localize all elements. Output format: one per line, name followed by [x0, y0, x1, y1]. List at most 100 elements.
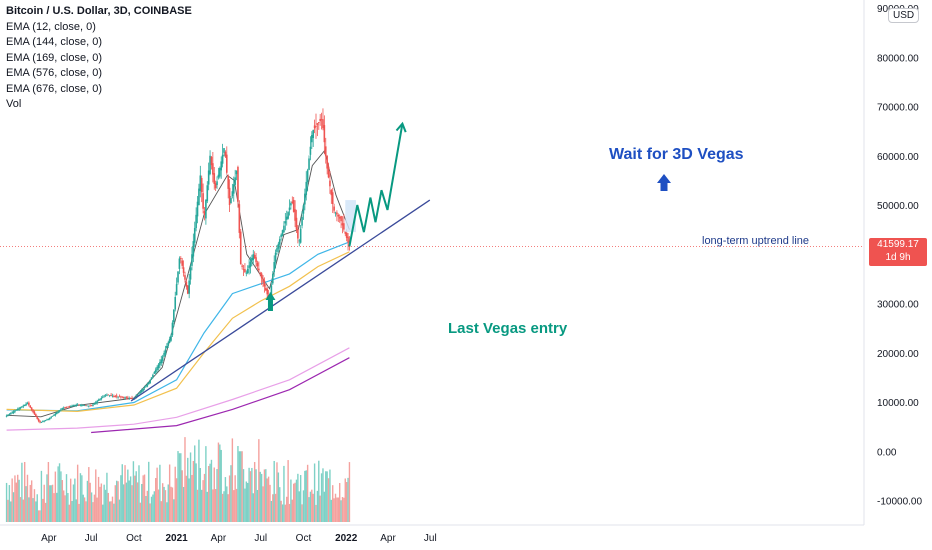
candle — [299, 224, 302, 244]
volume-bar — [283, 465, 285, 522]
candle — [108, 395, 111, 398]
volume-bar — [153, 491, 156, 522]
volume-bar — [51, 484, 54, 522]
volume-bar — [75, 499, 77, 522]
volume-bar — [54, 471, 57, 522]
candle — [278, 236, 281, 251]
y-tick-label: -10000.00 — [877, 497, 922, 508]
candle — [337, 213, 340, 223]
forecast-path — [348, 123, 404, 247]
volume-bar — [234, 475, 236, 522]
candle — [81, 403, 83, 407]
candle — [273, 255, 275, 277]
volume-bar — [251, 467, 253, 522]
volume-bar — [269, 484, 271, 522]
volume-bar — [196, 489, 199, 522]
candle — [124, 396, 126, 400]
volume-bar — [141, 483, 143, 522]
volume-bar — [249, 471, 252, 522]
candle — [304, 188, 306, 211]
volume-bar — [139, 502, 142, 522]
volume-bar — [8, 485, 11, 522]
volume-bar — [279, 487, 281, 522]
candle — [125, 396, 128, 400]
candle — [147, 382, 150, 385]
y-tick-label: 80000.00 — [877, 53, 919, 64]
candle — [313, 119, 316, 134]
candle — [154, 367, 157, 375]
symbol-title[interactable]: Bitcoin / U.S. Dollar, 3D, COINBASE — [6, 5, 192, 17]
candle — [79, 404, 82, 407]
volume-bar — [192, 460, 195, 522]
candle — [153, 370, 156, 374]
volume-bar — [46, 474, 48, 522]
candle — [301, 211, 303, 229]
volume-bar — [5, 482, 8, 522]
ema-line-ema-576 — [6, 347, 350, 431]
volume-bar — [39, 510, 41, 522]
x-tick-label: Oct — [126, 533, 142, 544]
indicator-ema-144[interactable]: EMA (144, close, 0) — [6, 36, 102, 48]
candle — [152, 373, 154, 379]
candle — [227, 174, 229, 199]
volume-bar — [301, 504, 303, 522]
candle — [340, 215, 342, 229]
volume-bar — [315, 504, 317, 522]
candle — [71, 404, 73, 408]
candle — [220, 156, 223, 179]
volume-bar — [252, 493, 254, 522]
candle — [23, 404, 26, 407]
volume-bar — [83, 497, 86, 522]
candle — [214, 180, 217, 192]
volume-bar — [181, 470, 183, 522]
candle — [231, 183, 234, 199]
candle — [74, 404, 76, 407]
volume-bar — [81, 475, 83, 522]
candle — [330, 189, 333, 204]
volume-bar — [295, 479, 298, 522]
candle — [205, 199, 207, 225]
bar-countdown: 1d 9h — [885, 252, 911, 263]
candle — [193, 221, 196, 248]
candle — [85, 404, 87, 407]
candle — [186, 284, 189, 295]
candle — [62, 406, 65, 410]
currency-button[interactable]: USD — [888, 8, 920, 23]
candle — [110, 393, 112, 397]
volume-bar — [99, 486, 101, 522]
green-up-arrow-icon — [265, 292, 276, 311]
candle — [192, 233, 195, 263]
x-tick-label: Jul — [424, 533, 437, 544]
volume-bar — [50, 485, 52, 522]
indicator-ema-169[interactable]: EMA (169, close, 0) — [6, 51, 102, 64]
candle — [312, 129, 315, 147]
candle — [216, 176, 218, 189]
candle — [161, 354, 164, 364]
candle — [127, 395, 129, 400]
candle — [327, 162, 330, 179]
volume-bar — [12, 492, 15, 522]
candle — [104, 394, 107, 398]
candle — [245, 270, 248, 277]
candle — [139, 390, 142, 394]
volume-bar — [343, 497, 345, 522]
candle — [255, 253, 257, 267]
candle — [284, 212, 287, 231]
volume-bar — [49, 485, 51, 522]
volume-bar — [312, 493, 314, 522]
volume-bar — [97, 476, 100, 522]
indicator-ema-12[interactable]: EMA (12, close, 0) — [6, 20, 96, 33]
volume-bar — [23, 461, 26, 522]
indicator-ema-676[interactable]: EMA (676, close, 0) — [6, 82, 102, 95]
indicator-ema-576[interactable]: EMA (576, close, 0) — [6, 67, 102, 79]
volume-bar — [96, 497, 98, 522]
indicator-volume[interactable]: Vol — [6, 98, 22, 110]
volume-bar — [131, 485, 133, 522]
candle — [43, 420, 46, 423]
volume-bar — [173, 499, 175, 522]
volume-bar — [332, 485, 334, 522]
forecast-arrow-head — [395, 121, 407, 133]
candle — [239, 228, 242, 265]
candle — [99, 398, 101, 401]
volume-bar — [174, 466, 176, 522]
